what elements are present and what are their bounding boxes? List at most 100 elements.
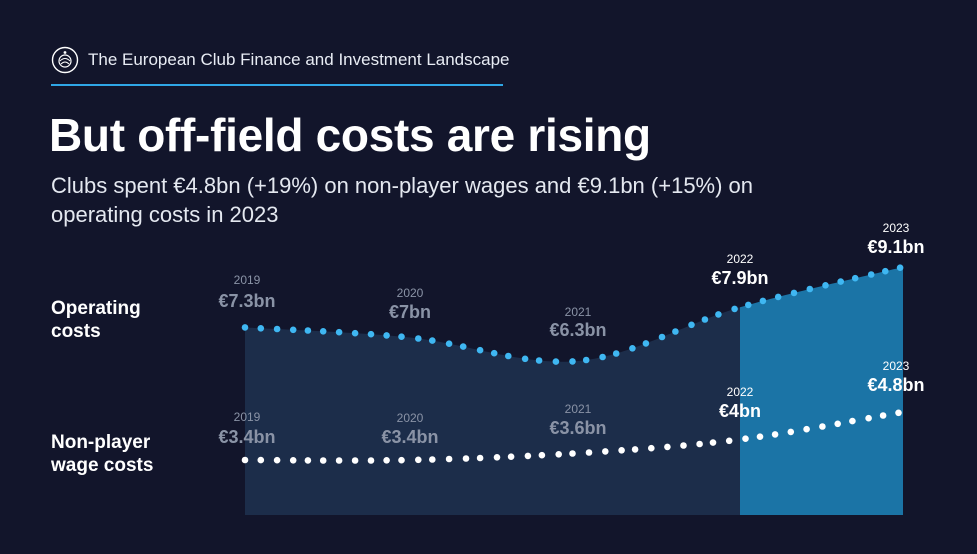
non-player-wages-value-label: €3.4bn [218, 427, 275, 447]
non-player-wages-line-dot [664, 443, 671, 451]
non-player-wages-line-dot [257, 456, 265, 464]
non-player-wages-line-dot [865, 414, 872, 422]
operating-costs-line-dot [257, 325, 265, 332]
operating-costs-value-label: €7.9bn [711, 268, 768, 288]
area-past-years [245, 307, 740, 515]
operating-costs-line-dot [612, 350, 620, 357]
non-player-wages-line-dot [803, 425, 810, 433]
non-player-wages-line-dot [398, 456, 405, 464]
non-player-wages-line-dot [771, 431, 779, 438]
non-player-wages-line-dot [289, 457, 297, 464]
operating-costs-line-dot [319, 328, 327, 335]
operating-costs-year-label: 2023 [883, 221, 910, 235]
non-player-wages-line-dot [879, 412, 887, 419]
non-player-wages-line-dot [445, 455, 453, 463]
operating-costs-line-dot [882, 267, 889, 275]
operating-costs-line-dot [701, 316, 709, 323]
non-player-wages-line-dot [631, 446, 639, 453]
operating-costs-line-dot [505, 352, 512, 360]
non-player-wages-line-dot [819, 423, 826, 430]
non-player-wages-line-dot [696, 440, 703, 448]
non-player-wages-line-dot [742, 435, 749, 443]
operating-costs-label: Operating costs [51, 298, 141, 342]
operating-costs-line-dot [289, 326, 297, 334]
operating-costs-value-label: €9.1bn [867, 237, 924, 257]
header: The European Club Finance and Investment… [51, 46, 510, 74]
operating-costs-line-dot [552, 358, 560, 365]
non-player-wages-value-label: €4bn [719, 401, 761, 421]
non-player-wages-year-label: 2020 [397, 411, 424, 425]
operating-costs-line-dot [490, 349, 498, 357]
non-player-wages-line-dot [834, 420, 841, 428]
operating-costs-line-dot [896, 264, 904, 272]
header-title: The European Club Finance and Investment… [88, 50, 510, 69]
non-player-wages-line-dot [555, 451, 562, 458]
non-player-wages-value-label: €4.8bn [867, 375, 924, 395]
non-player-wages-line-dot [602, 448, 609, 455]
operating-costs-line-dot [642, 340, 650, 347]
non-player-wages-value-label: €3.6bn [549, 418, 606, 438]
operating-costs-line-dot [383, 332, 390, 339]
operating-costs-line-dot [759, 297, 767, 305]
operating-costs-line-dot [851, 274, 859, 282]
page-title: But off-field costs are rising [49, 109, 651, 161]
operating-costs-year-label: 2019 [234, 273, 261, 287]
operating-costs-line-dot [774, 293, 782, 301]
area-highlight-2023 [740, 267, 903, 515]
non-player-wages-year-label: 2019 [234, 410, 261, 424]
operating-costs-line-dot [459, 343, 467, 350]
operating-costs-line-dot [822, 282, 829, 289]
non-player-wages-line-dot [273, 456, 281, 464]
non-player-wages-year-label: 2023 [883, 359, 910, 373]
operating-costs-line-dot [429, 337, 436, 344]
operating-costs-line-dot [367, 330, 375, 338]
operating-costs-line-dot [335, 328, 343, 336]
non-player-wages-line-dot [415, 456, 422, 464]
non-player-wages-line-dot [304, 457, 312, 464]
non-player-wages-line-dot [319, 457, 327, 464]
non-player-wages-line-dot [787, 428, 795, 436]
operating-costs-line-dot [535, 357, 543, 364]
header-divider [51, 84, 503, 86]
operating-costs-year-label: 2022 [727, 252, 754, 266]
operating-costs-line-dot [351, 329, 359, 337]
operating-costs-line-dot [304, 327, 312, 334]
non-player-wages-line-dot [725, 437, 733, 445]
operating-costs-line-dot [415, 335, 422, 342]
operating-costs-line-dot [745, 301, 752, 309]
non-player-wages-line-dot [524, 452, 532, 460]
operating-costs-line-dot [398, 333, 405, 341]
non-player-wages-line-dot [538, 451, 546, 459]
non-player-wages-line-dot [756, 433, 764, 441]
operating-costs-line-dot [688, 321, 695, 329]
page-subtitle: Clubs spent €4.8bn (+19%) on non-player … [51, 173, 754, 227]
uefa-logo-icon [51, 46, 79, 74]
non-player-wages-line-dot [429, 456, 436, 463]
non-player-wages-year-label: 2022 [727, 385, 754, 399]
operating-costs-line-dot [445, 340, 453, 348]
non-player-wages-line-dot [335, 457, 343, 464]
operating-costs-line-dot [241, 324, 249, 331]
non-player-wages-line-dot [462, 455, 470, 462]
operating-costs-line-dot [867, 271, 875, 278]
non-player-wages-line-dot [569, 450, 576, 457]
operating-costs-year-label: 2021 [565, 305, 592, 319]
operating-costs-value-label: €7bn [389, 302, 431, 322]
operating-costs-line-dot [806, 285, 814, 293]
operating-costs-line-dot [731, 305, 738, 313]
operating-costs-value-label: €7.3bn [218, 291, 275, 311]
non-player-wages-line-dot [849, 417, 856, 425]
non-player-wages-line-dot [709, 439, 717, 446]
non-player-wages-line-dot [585, 449, 593, 456]
operating-costs-line-dot [582, 356, 590, 364]
non-player-wages-line-dot [507, 453, 515, 461]
non-player-wages-line-dot [476, 454, 484, 462]
non-player-wages-line-dot [241, 456, 249, 464]
non-player-wages-year-label: 2021 [565, 402, 592, 416]
non-player-wages-value-label: €3.4bn [381, 427, 438, 447]
operating-costs-line-dot [629, 345, 636, 352]
non-player-wages-line-dot [648, 444, 655, 452]
operating-costs-line-dot [715, 311, 722, 318]
non-player-wages-line-dot [895, 409, 902, 417]
